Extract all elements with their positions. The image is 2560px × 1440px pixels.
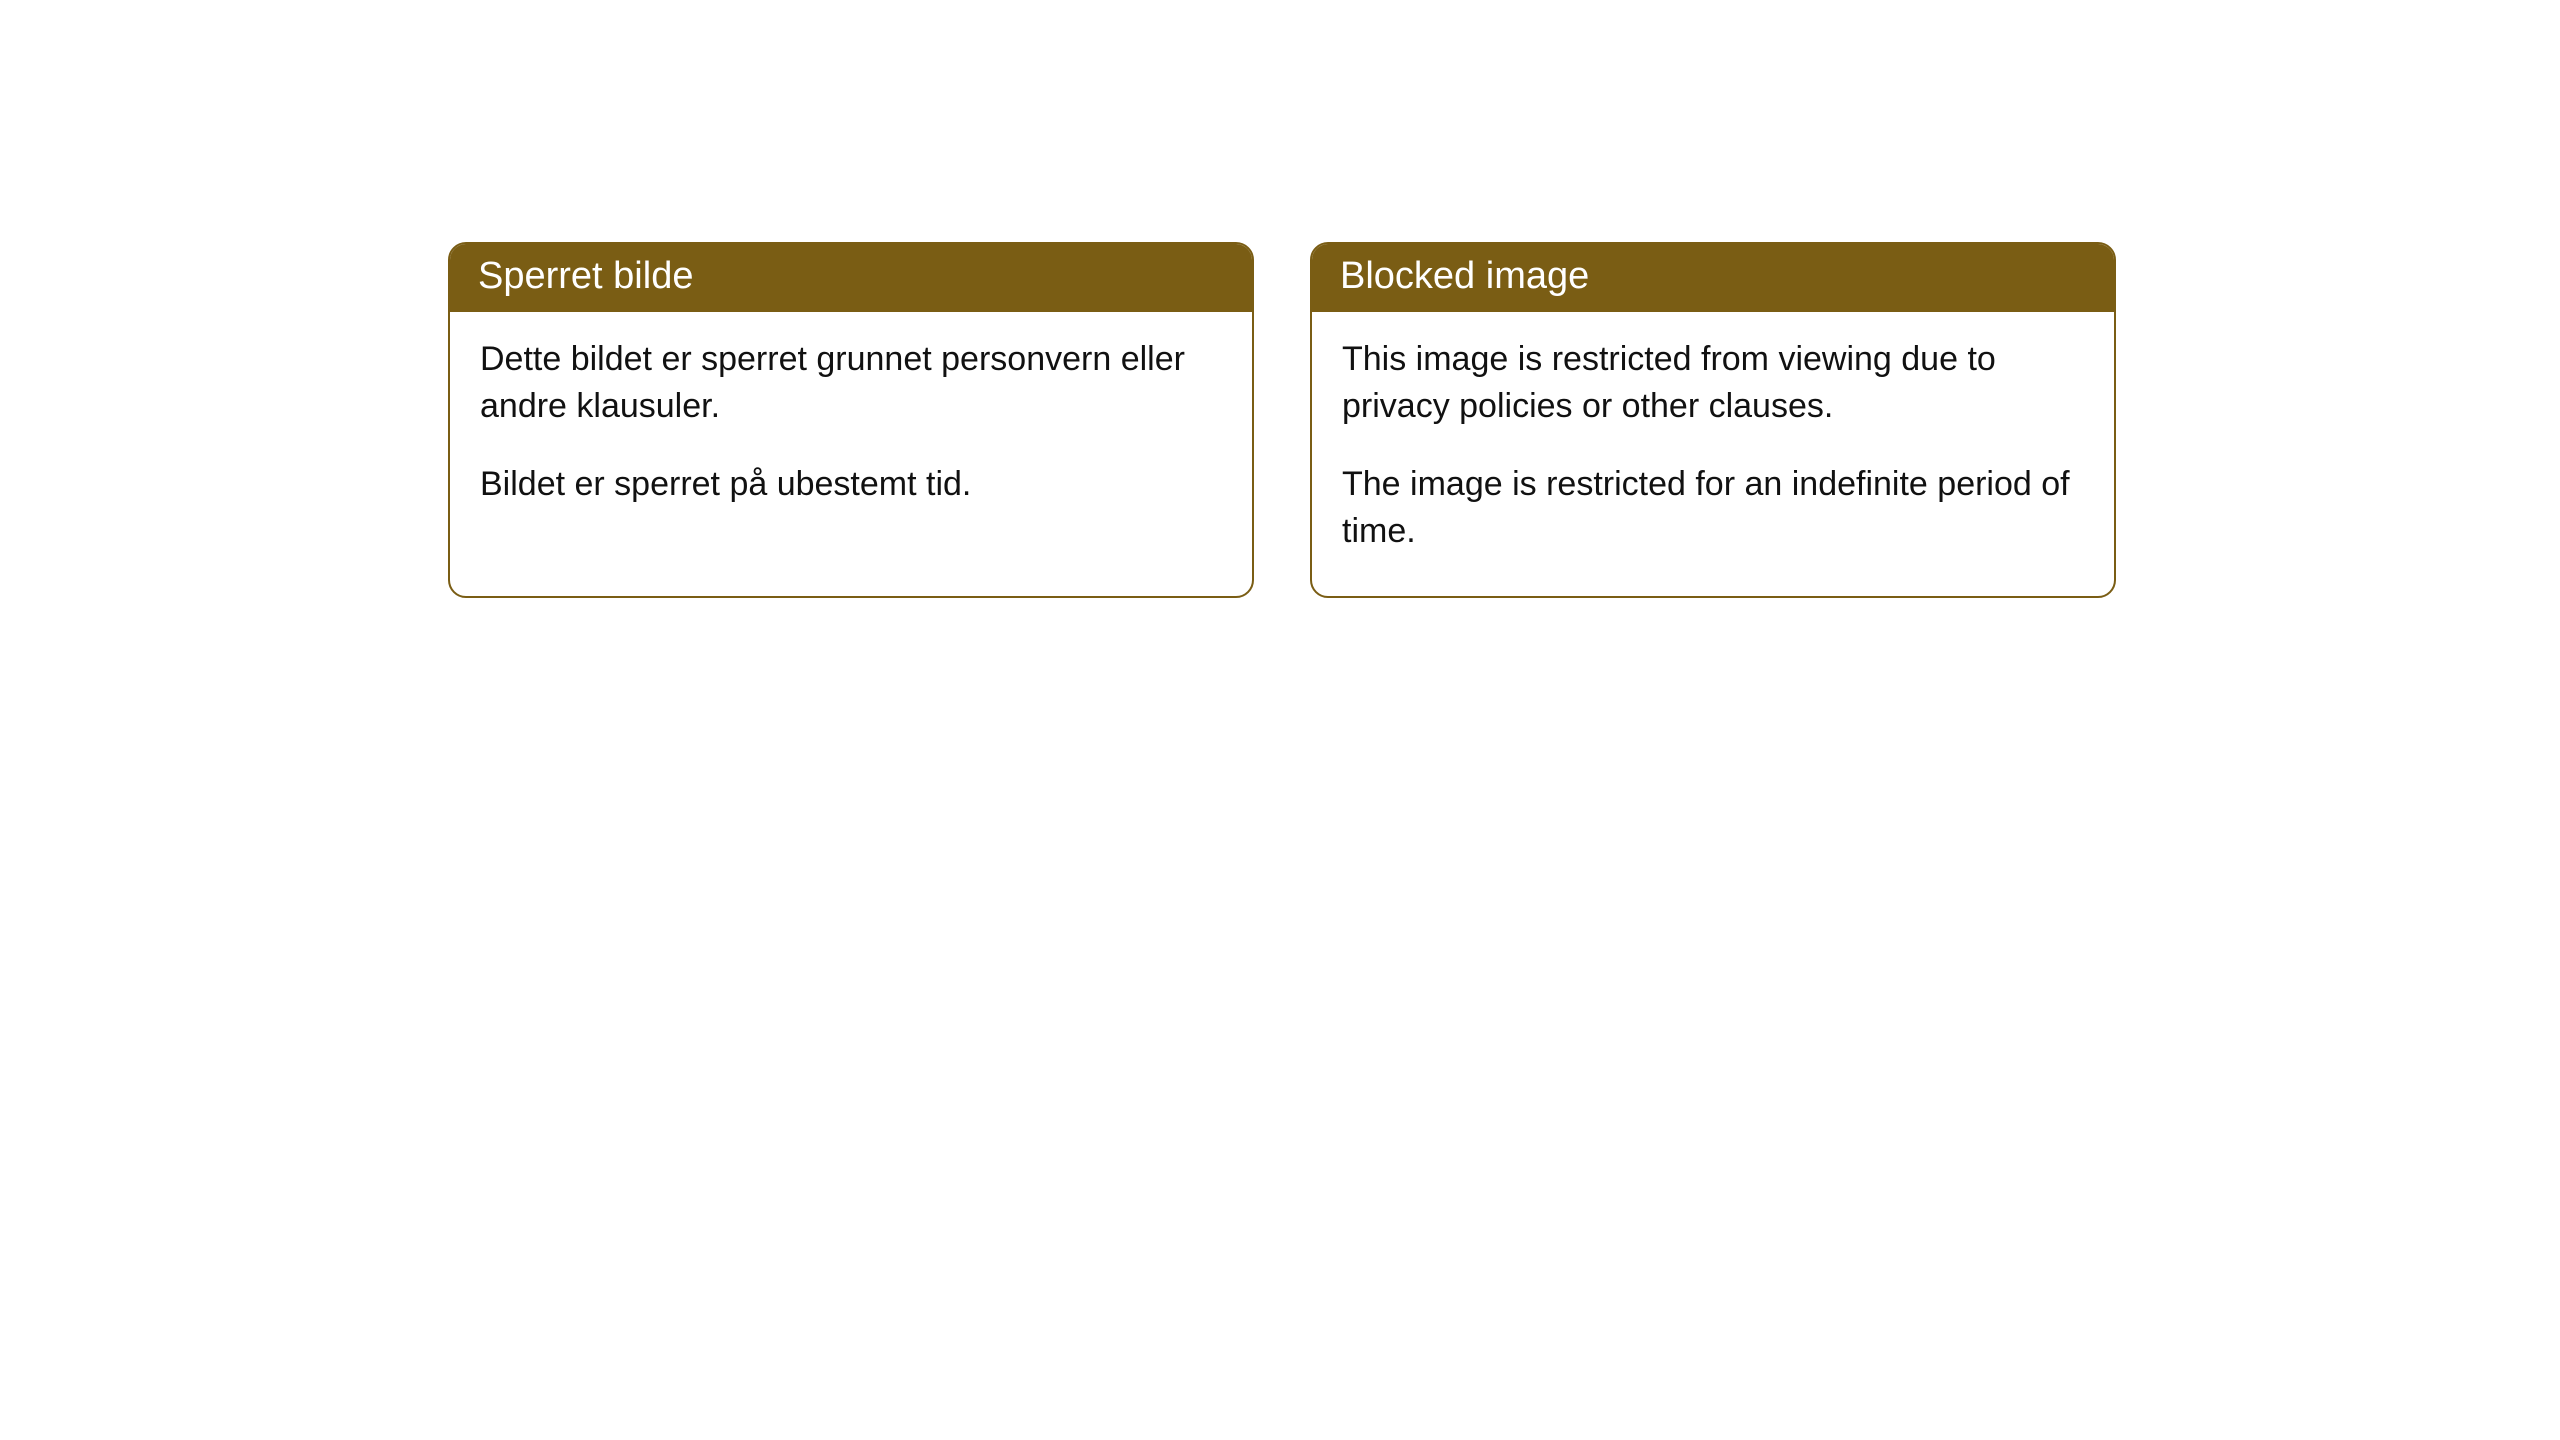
card-body: Dette bildet er sperret grunnet personve…	[450, 312, 1252, 549]
card-paragraph-1: Dette bildet er sperret grunnet personve…	[480, 336, 1222, 431]
card-header: Blocked image	[1312, 244, 2114, 312]
card-paragraph-2: The image is restricted for an indefinit…	[1342, 461, 2084, 556]
notice-cards-container: Sperret bilde Dette bildet er sperret gr…	[448, 242, 2116, 598]
card-paragraph-1: This image is restricted from viewing du…	[1342, 336, 2084, 431]
card-header: Sperret bilde	[450, 244, 1252, 312]
card-paragraph-2: Bildet er sperret på ubestemt tid.	[480, 461, 1222, 509]
notice-card-english: Blocked image This image is restricted f…	[1310, 242, 2116, 598]
notice-card-norwegian: Sperret bilde Dette bildet er sperret gr…	[448, 242, 1254, 598]
card-body: This image is restricted from viewing du…	[1312, 312, 2114, 596]
